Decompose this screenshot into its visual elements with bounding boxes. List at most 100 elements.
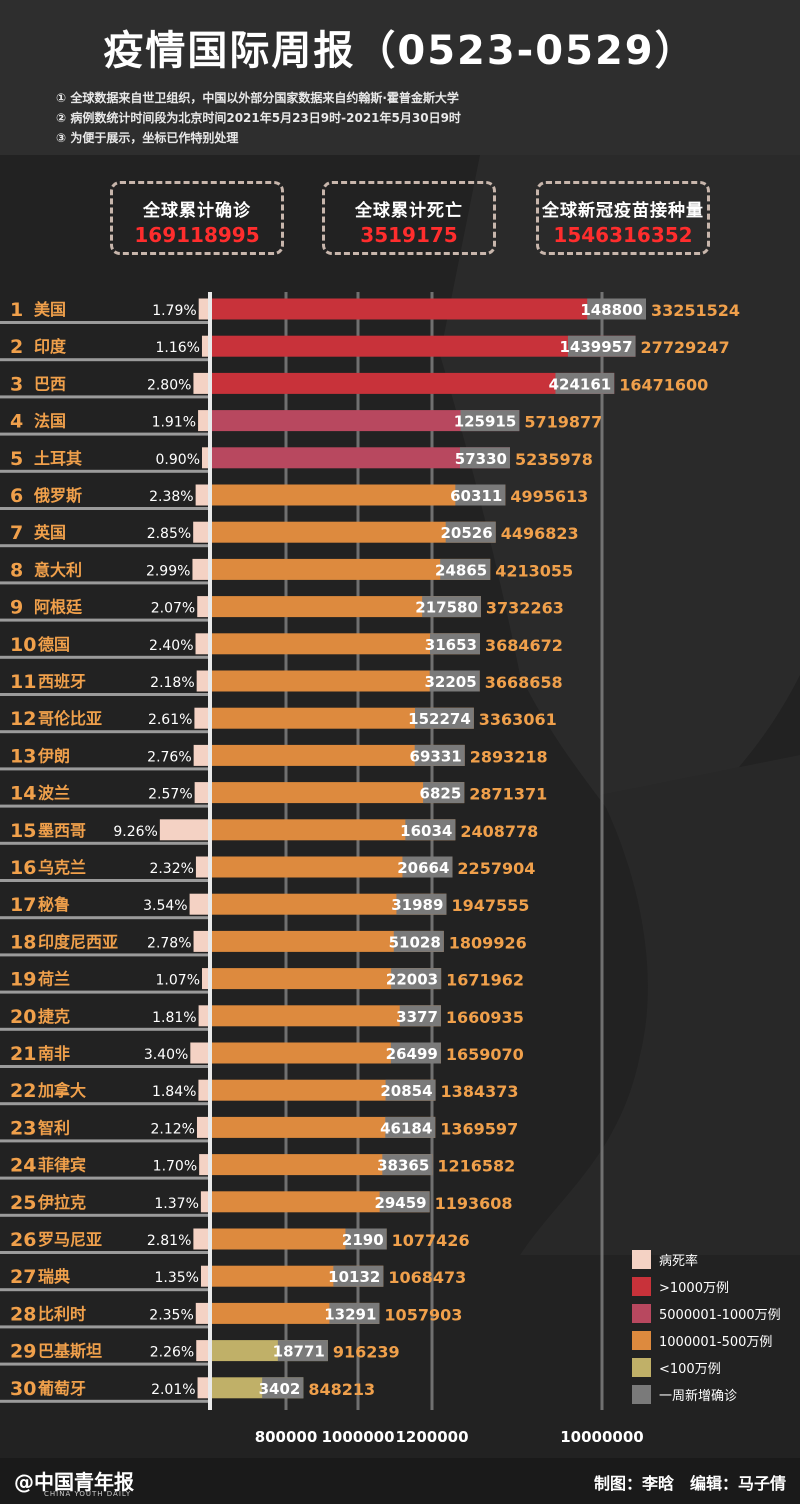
rank-label: 6: [10, 485, 23, 507]
weekly-new-bar: [460, 410, 520, 432]
weekly-new-bar: [429, 633, 480, 655]
fatality-rate-label: 2.85%: [147, 526, 191, 542]
weekly-new-label: 51028: [389, 933, 441, 951]
weekly-new-label: 217580: [415, 599, 478, 617]
weekly-new-label: 10132: [328, 1268, 380, 1286]
country-label: 加拿大: [37, 1081, 86, 1100]
row-underline: [0, 1213, 208, 1217]
fatality-rate-label: 1.16%: [155, 340, 199, 356]
weekly-new-label: 32205: [425, 673, 477, 691]
cumulative-bar: [212, 670, 480, 692]
weekly-new-bar: [455, 484, 506, 506]
legend-label: 一周新增确诊: [659, 1389, 738, 1404]
legend-swatch: [632, 1331, 651, 1350]
cumulative-label: 27729247: [641, 338, 730, 357]
fatality-rate-bar: [200, 1191, 208, 1213]
weekly-new-bar: [422, 596, 481, 618]
fatality-rate-bar: [202, 968, 208, 990]
country-label: 秘鲁: [38, 895, 70, 914]
fatality-rate-bar: [196, 1340, 208, 1362]
row-underline: [0, 730, 208, 734]
weekly-new-label: 57330: [455, 450, 507, 468]
weekly-new-bar: [391, 968, 442, 990]
header: 疫情国际周报（0523-0529） ① 全球数据来自世卫组织，中国以外部分国家数…: [0, 0, 800, 155]
cumulative-label: 3684672: [485, 636, 563, 655]
weekly-new-label: 2190: [342, 1231, 384, 1249]
cumulative-bar: [212, 410, 520, 432]
weekly-new-label: 22003: [386, 971, 438, 989]
fatality-rate-label: 1.70%: [153, 1159, 197, 1175]
fatality-rate-bar: [194, 707, 208, 729]
cumulative-bar: [212, 707, 474, 729]
cumulative-label: 3363061: [479, 710, 557, 729]
cumulative-label: 1659070: [446, 1045, 524, 1064]
fatality-rate-label: 1.91%: [152, 415, 196, 431]
cumulative-bar: [212, 744, 465, 766]
cumulative-label: 1809926: [449, 933, 527, 952]
rank-label: 19: [10, 969, 36, 991]
row-underline: [0, 321, 208, 324]
weekly-new-bar: [414, 744, 465, 766]
country-label: 罗马尼亚: [38, 1230, 102, 1249]
weekly-new-label: 20526: [441, 524, 493, 542]
cumulative-bar: [212, 1005, 441, 1027]
weekly-new-bar: [445, 521, 496, 543]
country-label: 美国: [34, 300, 66, 319]
weekly-new-bar: [333, 1265, 384, 1287]
cumulative-bar: [212, 1228, 387, 1250]
fatality-rate-label: 2.38%: [149, 489, 193, 505]
weekly-new-bar: [587, 298, 646, 320]
weekly-new-label: 3377: [396, 1008, 438, 1026]
cumulative-label: 5719877: [524, 413, 602, 432]
weekly-new-label: 16034: [400, 822, 452, 840]
row-underline: [0, 581, 208, 585]
row-underline: [0, 395, 208, 399]
legend-item: 一周新增确诊: [632, 1381, 781, 1408]
fatality-rate-label: 2.78%: [147, 935, 191, 951]
rank-label: 27: [10, 1266, 36, 1288]
cumulative-bar: [212, 298, 646, 320]
rank-label: 12: [10, 708, 36, 730]
fatality-rate-bar: [198, 410, 208, 432]
cumulative-bar: [212, 372, 615, 394]
weekly-new-bar: [262, 1377, 304, 1399]
fatality-rate-label: 2.80%: [147, 377, 191, 393]
fatality-rate-bar: [202, 447, 208, 469]
legend-swatch: [632, 1250, 651, 1269]
row-underline: [0, 432, 208, 436]
weekly-new-label: 38365: [377, 1157, 429, 1175]
fatality-rate-bar: [193, 744, 208, 766]
cumulative-label: 1077426: [392, 1231, 470, 1250]
row-underline: [0, 990, 208, 994]
row-underline: [0, 841, 208, 845]
legend-label: <100万例: [659, 1362, 721, 1377]
tick-label: 1200000: [395, 1428, 468, 1446]
country-label: 巴西: [34, 374, 66, 393]
fatality-rate-label: 1.37%: [154, 1196, 198, 1212]
cumulative-label: 3732263: [486, 599, 564, 618]
legend-swatch: [632, 1385, 651, 1404]
tick-label: 10000000: [560, 1428, 644, 1446]
cumulative-label: 1068473: [388, 1268, 466, 1287]
country-label: 伊拉克: [37, 1193, 86, 1212]
fatality-rate-label: 2.26%: [150, 1345, 194, 1361]
row-underline: [0, 655, 208, 659]
fatality-rate-label: 2.61%: [148, 712, 192, 728]
cumulative-label: 33251524: [651, 301, 740, 320]
stat-global-deaths: 全球累计死亡 3519175: [322, 181, 496, 255]
rank-label: 26: [10, 1229, 36, 1251]
fatality-rate-label: 3.40%: [144, 1047, 188, 1063]
fatality-rate-bar: [197, 596, 208, 618]
weekly-new-bar: [329, 1302, 380, 1324]
rank-label: 17: [10, 894, 36, 916]
cumulative-label: 1057903: [384, 1305, 462, 1324]
fatality-rate-label: 2.18%: [150, 675, 194, 691]
country-label: 法国: [34, 412, 66, 431]
country-label: 比利时: [38, 1304, 86, 1323]
weekly-new-label: 26499: [386, 1045, 438, 1063]
weekly-new-bar: [399, 1005, 441, 1027]
row-underline: [0, 1288, 208, 1292]
cumulative-bar: [212, 633, 480, 655]
stat-global-confirmed-label: 全球累计确诊: [143, 201, 251, 221]
fatality-rate-bar: [193, 521, 208, 543]
